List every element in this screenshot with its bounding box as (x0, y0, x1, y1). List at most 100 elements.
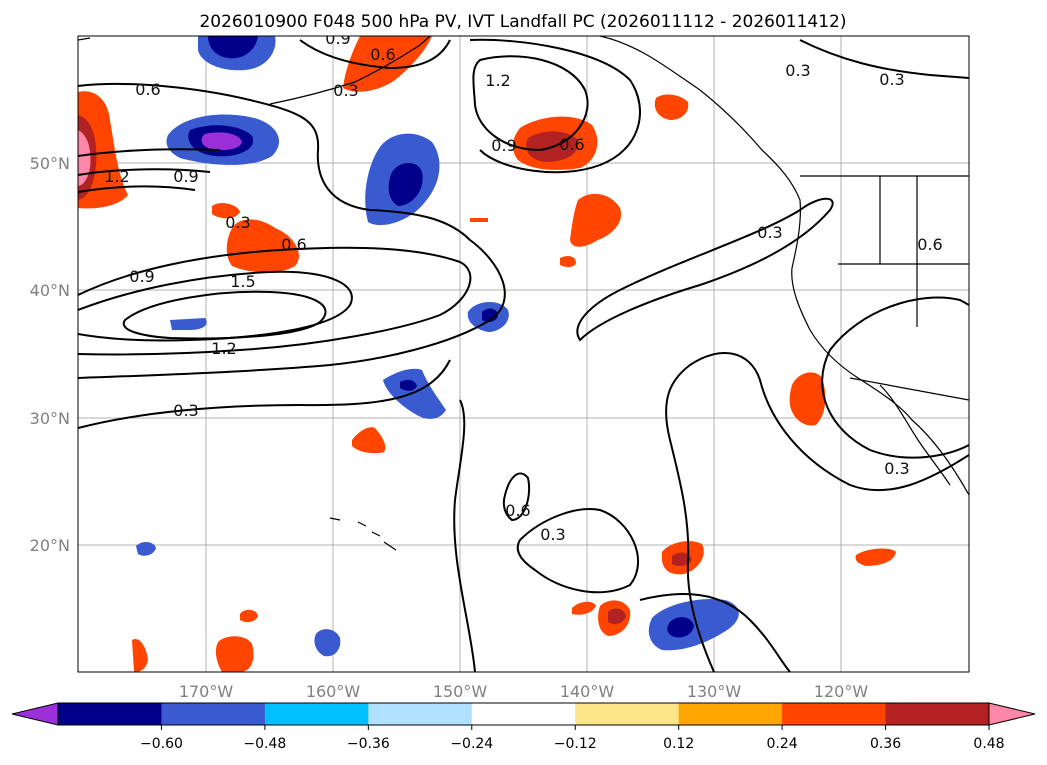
pv-positive-area (789, 372, 826, 426)
contour-label: 0.3 (757, 223, 782, 242)
pv-positive-area (215, 636, 254, 672)
contour-label: 1.2 (485, 71, 510, 90)
lat-tick-label: 30°N (30, 409, 70, 428)
pv-positive-area (212, 203, 240, 219)
contour-label: 0.6 (281, 235, 306, 254)
contour-line (516, 508, 640, 594)
contour-line (829, 296, 969, 351)
colorbar-tick-label: −0.12 (554, 736, 597, 752)
colorbar-tick-label: 0.24 (767, 736, 798, 752)
colorbar-bin (58, 703, 162, 725)
lon-tick-label: 140°W (560, 682, 615, 701)
lon-tick-label: 120°W (814, 682, 869, 701)
pv-positive-area (470, 218, 488, 222)
latitude-ticks: 50°N 40°N 30°N 20°N (30, 154, 70, 555)
contour-label: 0.6 (505, 501, 530, 520)
lat-tick-label: 20°N (30, 536, 70, 555)
colorbar-frame (57, 702, 990, 726)
lon-tick-label: 130°W (687, 682, 742, 701)
contour-label: 0.6 (559, 135, 584, 154)
contour-lines (78, 38, 969, 672)
colorbar-bin (161, 703, 266, 725)
hawaii-islands (329, 517, 397, 551)
lat-tick-label: 40°N (30, 281, 70, 300)
pv-negative-area (383, 368, 446, 419)
border-states (838, 176, 969, 327)
colorbar-extend-high (988, 702, 1036, 726)
contour-line (453, 399, 476, 672)
colorbar-bin (885, 703, 990, 725)
contour-line (78, 270, 353, 342)
pv-positive-area (560, 255, 576, 268)
lat-tick-label: 50°N (30, 154, 70, 173)
pv-negative-area (648, 598, 739, 651)
contour-line (502, 472, 531, 522)
colorbar-bin (264, 703, 369, 725)
contour-labels: 0.6 1.2 0.9 0.3 0.6 0.9 0.6 1.2 0.3 0.3 … (104, 29, 942, 544)
contour-label: 0.6 (135, 80, 160, 99)
contour-label: 0.3 (173, 401, 198, 420)
colorbar-extend-low (11, 702, 59, 726)
map-frame (77, 35, 970, 673)
contour-line (299, 39, 451, 70)
pv-shading (78, 36, 896, 672)
contour-line (122, 290, 327, 340)
lon-tick-label: 150°W (433, 682, 488, 701)
pv-negative-area (388, 163, 423, 206)
contour-label: 0.3 (785, 61, 810, 80)
colorbar-tick-label: 0.36 (870, 736, 901, 752)
pv-positive-area (608, 608, 626, 624)
colorbar-tick-label: −0.60 (140, 736, 183, 752)
contour-label: 0.3 (879, 70, 904, 89)
contour-line (689, 352, 969, 492)
pv-positive-area (352, 427, 386, 454)
pv-positive-area (570, 193, 622, 247)
colorbar-bin (678, 703, 783, 725)
pv-negative-area (482, 308, 498, 323)
pv-negative-area (400, 379, 417, 391)
colorbar-tick-label: −0.36 (347, 736, 390, 752)
contour-line (78, 148, 221, 193)
contour-line (639, 593, 791, 672)
contour-label: 0.9 (129, 267, 154, 286)
contour-label: 0.6 (370, 45, 395, 64)
contour-label: 0.6 (917, 235, 942, 254)
contour-label: 0.3 (540, 525, 565, 544)
gridlines (78, 36, 969, 672)
pv-negative-area (170, 318, 207, 330)
contour-line (469, 38, 641, 174)
contour-line (78, 82, 506, 379)
contour-label: 1.5 (230, 272, 255, 291)
contour-label: 0.9 (325, 29, 350, 48)
pv-positive-area (226, 219, 299, 273)
colorbar-bin (471, 703, 576, 725)
figure-title: 2026010900 F048 500 hPa PV, IVT Landfall… (199, 12, 846, 32)
alaska-coastline (269, 36, 431, 105)
pv-negative-area (667, 617, 694, 638)
colorbar (11, 702, 1036, 726)
contour-label: 0.3 (884, 459, 909, 478)
longitude-ticks: 170°W 160°W 150°W 140°W 130°W 120°W (179, 682, 869, 701)
pv-negative-area (201, 132, 242, 150)
contour-line (821, 349, 969, 459)
colorbar-bin (368, 703, 473, 725)
pv-positive-area (78, 130, 91, 186)
contour-label: 1.2 (104, 167, 129, 186)
contour-label: 0.3 (333, 81, 358, 100)
pv-negative-area (136, 542, 156, 556)
colorbar-ticks: −0.60 −0.48 −0.36 −0.24 −0.12 0.12 0.24 0.36 0.4… (140, 725, 1005, 752)
aleutian-coastline (78, 37, 91, 41)
pv-negative-area (208, 36, 258, 59)
contour-line (576, 197, 834, 342)
pv-positive-area (240, 609, 258, 623)
colorbar-tick-label: −0.48 (243, 736, 286, 752)
pv-positive-area (343, 36, 432, 92)
contour-line (799, 39, 969, 79)
contour-line (78, 359, 451, 429)
pv-positive-area (132, 638, 148, 672)
contour-line (78, 246, 472, 356)
pv-negative-area (314, 629, 341, 657)
contour-label: 0.9 (173, 167, 198, 186)
pv-positive-area (855, 548, 896, 566)
